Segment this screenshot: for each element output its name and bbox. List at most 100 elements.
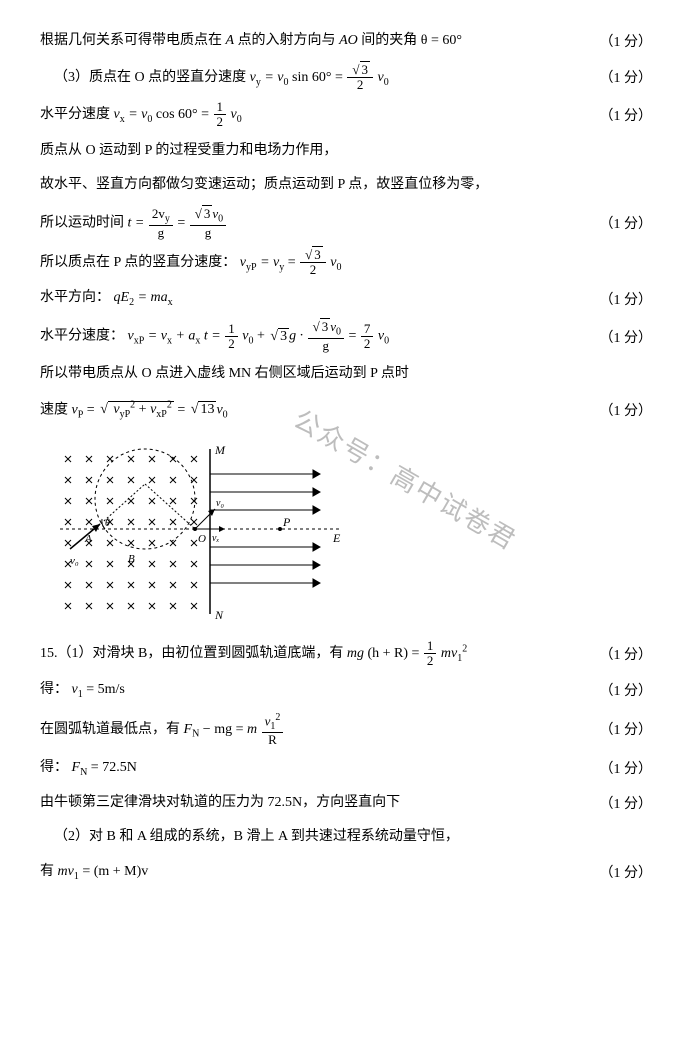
t: 所以运动时间 — [40, 216, 128, 231]
t: 所以质点在 P 点的竖直分速度： — [40, 255, 236, 270]
t: 水平方向： — [40, 290, 110, 305]
text: 得： FN = 72.5N — [40, 755, 572, 782]
line-geometry: 根据几何关系可得带电质点在 A 点的入射方向与 AO 间的夹角 θ = 60° … — [40, 28, 652, 55]
sym: qE — [114, 290, 130, 305]
n: 1 — [424, 639, 437, 654]
score: （1 分） — [572, 758, 652, 778]
t: 有 — [40, 864, 58, 879]
text: 水平分速度： vxP = vx + ax t = 1 2 v0 + 3g · 3… — [40, 320, 572, 353]
score: （1 分） — [572, 862, 652, 882]
sqrt: 3 — [311, 320, 331, 334]
q15-line3: 在圆弧轨道最低点，有 FN − mg = m v12 R （1 分） — [40, 712, 652, 747]
svg-text:M: M — [214, 443, 226, 457]
line-vx: 水平分速度 vx = v0 cos 60° = 1 2 v0 （1 分） — [40, 100, 652, 130]
d: 2 — [300, 263, 326, 277]
score: （1 分） — [572, 719, 652, 739]
sym: mv — [441, 646, 457, 661]
sym: = v — [264, 70, 283, 85]
eq: = — [177, 402, 188, 417]
t: 间的夹角 θ = 60° — [358, 33, 462, 48]
sub: x — [167, 336, 172, 347]
eq: = — [177, 216, 188, 231]
t: 15.（1）对滑块 B，由初位置到圆弧轨道底端，有 — [40, 646, 347, 661]
sym: = v — [260, 255, 279, 270]
d: 2 — [424, 654, 437, 668]
line-desc3: 所以带电质点从 O 点进入虚线 MN 右侧区域后运动到 P 点时 — [40, 361, 652, 388]
sub: 0 — [147, 114, 152, 125]
svg-text:A: A — [84, 533, 92, 545]
t: = 5m/s — [86, 682, 125, 697]
svg-text:E: E — [332, 531, 341, 545]
sup: 2 — [275, 712, 280, 723]
q15-line4: 得： FN = 72.5N （1 分） — [40, 755, 652, 782]
sub: y — [256, 76, 261, 87]
v: 3 — [278, 328, 289, 344]
q15-line5: 由牛顿第三定律滑块对轨道的压力为 72.5N，方向竖直向下 （1 分） — [40, 790, 652, 817]
score: （1 分） — [572, 67, 652, 87]
score: （1 分） — [572, 400, 652, 420]
sym: t = — [204, 329, 224, 344]
line-vP: 速度 vP = vyP2 + vxP2 = 13v0 （1 分） — [40, 396, 652, 424]
d: g — [149, 226, 173, 240]
text: 有 mv1 = (m + M)v — [40, 859, 572, 886]
eq: = — [348, 329, 359, 344]
sub: yP — [246, 262, 257, 273]
v: 3 — [320, 318, 331, 334]
sub: 1 — [78, 689, 83, 700]
t: cos 60° = — [156, 107, 213, 122]
frac: 3 2 — [300, 248, 326, 278]
line-vxP: 水平分速度： vxP = vx + ax t = 1 2 v0 + 3g · 3… — [40, 320, 652, 353]
q15-line1: 15.（1）对滑块 B，由初位置到圆弧轨道底端，有 mg (h + R) = 1… — [40, 639, 652, 669]
sym: + a — [175, 329, 195, 344]
line-vy: （3）质点在 O 点的竖直分速度 vy = v0 sin 60° = 3 2 v… — [40, 63, 652, 93]
frac: 3v0 g — [190, 207, 226, 240]
sub: x — [195, 336, 200, 347]
score: （1 分） — [572, 31, 652, 51]
sub: N — [192, 728, 199, 739]
sub: x — [168, 297, 173, 308]
sym: mg — [347, 646, 364, 661]
sub: 0 — [384, 76, 389, 87]
sym: t = — [128, 216, 148, 231]
t: 水平分速度： — [40, 329, 124, 344]
v: 3 — [360, 61, 371, 77]
svg-text:N: N — [214, 608, 224, 622]
plus: + — [257, 329, 268, 344]
sub: 0 — [284, 76, 289, 87]
sub: xP — [134, 336, 145, 347]
sqrt: 3 — [268, 324, 289, 351]
sub: 0 — [248, 336, 253, 347]
t: = (m + M)v — [82, 864, 148, 879]
sub: 0 — [336, 327, 341, 338]
sym-AO: AO — [339, 33, 358, 48]
sub: x — [120, 114, 125, 125]
svg-text:v₀: v₀ — [216, 498, 224, 509]
sub: 0 — [237, 114, 242, 125]
eq: = — [288, 255, 299, 270]
frac: 3v0 g — [308, 320, 344, 353]
text: 根据几何关系可得带电质点在 A 点的入射方向与 AO 间的夹角 θ = 60° — [40, 28, 572, 55]
n: 2v — [152, 206, 165, 221]
sym-A: A — [226, 33, 235, 48]
t: 水平分速度 — [40, 107, 114, 122]
sqrt: vyP2 + vxP2 — [98, 396, 174, 424]
line-time: 所以运动时间 t = 2vy g = 3v0 g （1 分） — [40, 207, 652, 240]
sub: y — [165, 214, 170, 225]
text: 在圆弧轨道最低点，有 FN − mg = m v12 R — [40, 712, 572, 747]
sym: = v — [148, 329, 167, 344]
svg-text:θ: θ — [105, 518, 110, 529]
m: m — [247, 721, 257, 736]
text: 速度 vP = vyP2 + vxP2 = 13v0 — [40, 396, 572, 424]
sub: 1 — [74, 871, 79, 882]
d: g — [190, 226, 226, 240]
sub: 0 — [223, 409, 228, 420]
n: 7 — [361, 322, 374, 337]
text: 15.（1）对滑块 B，由初位置到圆弧轨道底端，有 mg (h + R) = 1… — [40, 639, 572, 669]
line-desc1: 质点从 O 运动到 P 的过程受重力和电场力作用， — [40, 138, 652, 165]
score: （1 分） — [572, 680, 652, 700]
score: （1 分） — [572, 289, 652, 309]
svg-text:v₀: v₀ — [70, 555, 79, 567]
line-desc2: 故水平、竖直方向都做匀变速运动；质点运动到 P 点，故竖直位移为零， — [40, 172, 652, 199]
sub: 0 — [384, 336, 389, 347]
t: sin 60° = — [292, 70, 346, 85]
